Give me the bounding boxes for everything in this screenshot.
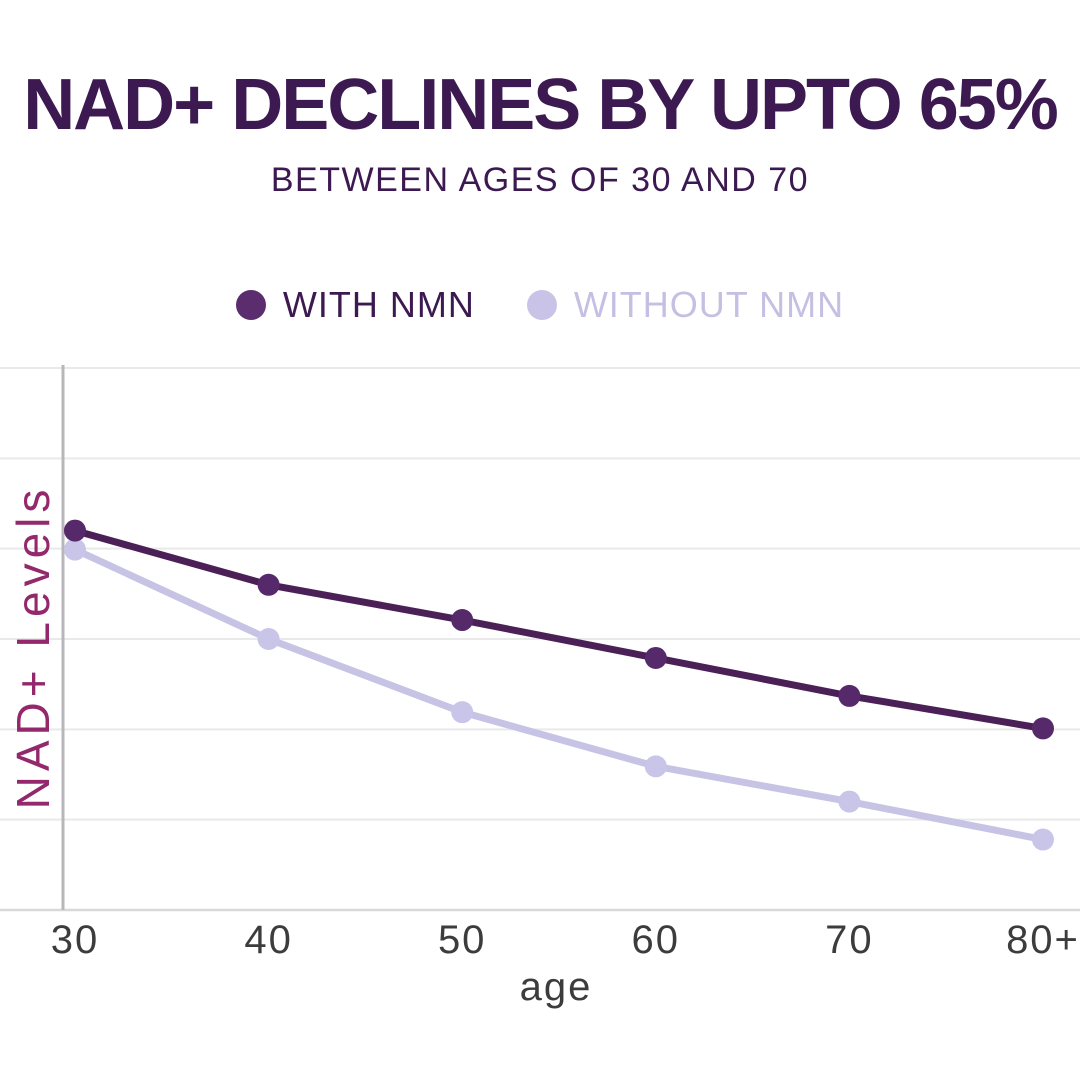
nad-decline-chart: 30 40 50 60 70 80+ age NAD+ Levels: [0, 360, 1080, 1020]
page-subtitle: BETWEEN AGES OF 30 AND 70: [270, 160, 810, 199]
point-with-nmn-30: [64, 519, 86, 542]
legend-item-without-nmn: WITHOUT NMN: [526, 283, 845, 326]
point-without-nmn-50: [451, 701, 474, 724]
point-without-nmn-40: [257, 628, 280, 650]
page-title: NAD+ DECLINES BY UPTO 65%: [23, 65, 1059, 145]
legend-label-with-nmn: WITH NMN: [282, 283, 475, 325]
point-with-nmn-60: [644, 646, 667, 669]
point-with-nmn-80+: [1032, 717, 1054, 740]
point-without-nmn-80+: [1032, 828, 1054, 851]
point-without-nmn-30: [64, 538, 86, 561]
chart-legend: WITH NMN WITHOUT NMN: [0, 284, 1080, 326]
line-without-nmn: [71, 546, 1047, 844]
point-with-nmn-50: [451, 609, 474, 632]
nad-chart-svg: 30 40 50 60 70 80+ age: [0, 365, 1080, 1009]
y-axis-label: NAD+ Levels: [7, 484, 59, 810]
legend-dot-without-nmn-icon: [526, 289, 557, 320]
point-with-nmn-70: [838, 684, 861, 707]
line-with-nmn: [71, 527, 1047, 732]
legend-item-with-nmn: WITH NMN: [235, 283, 475, 326]
x-tick-label-50: 50: [438, 918, 487, 962]
x-tick-label-30: 30: [51, 918, 100, 962]
x-tick-label-60: 60: [632, 918, 681, 962]
point-with-nmn-40: [257, 573, 280, 596]
point-without-nmn-60: [644, 755, 667, 778]
x-tick-label-80+: 80+: [1006, 918, 1080, 962]
legend-label-without-nmn: WITHOUT NMN: [573, 283, 845, 325]
legend-dot-with-nmn-icon: [235, 289, 266, 320]
x-tick-label-40: 40: [244, 918, 293, 962]
point-without-nmn-70: [838, 790, 861, 813]
x-tick-label-70: 70: [825, 918, 874, 962]
x-axis-label: age: [520, 965, 593, 1009]
